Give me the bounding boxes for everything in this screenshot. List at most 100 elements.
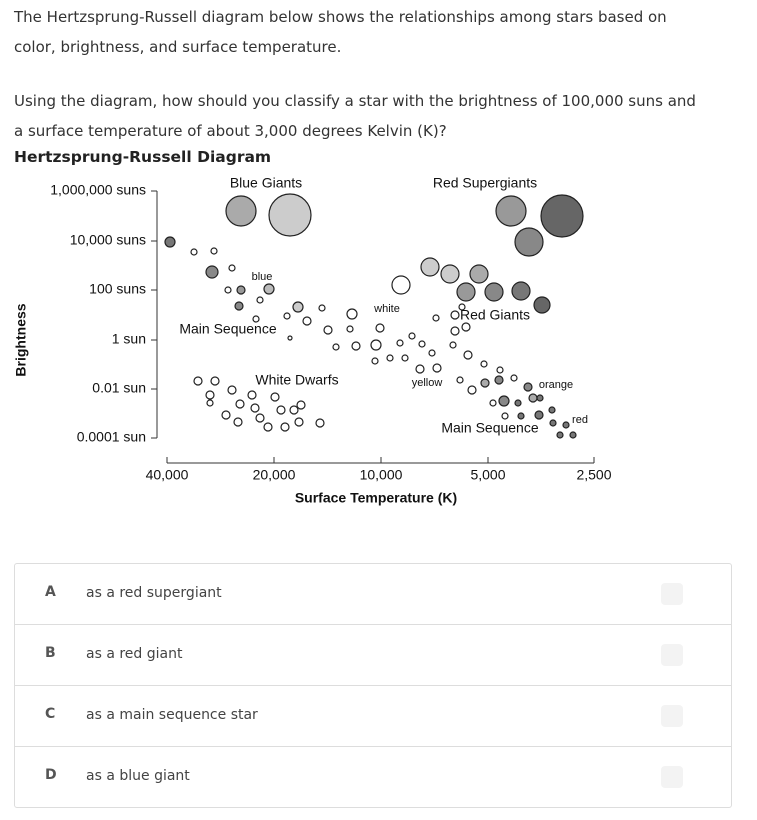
x-tick-label: 20,000 xyxy=(253,467,296,483)
figure-title: Hertzsprung-Russell Diagram xyxy=(14,148,272,166)
star xyxy=(235,399,245,409)
star xyxy=(263,283,275,295)
star xyxy=(548,406,556,414)
star xyxy=(247,390,257,400)
star xyxy=(501,412,509,420)
prompt-text: Using the diagram, how should you classi… xyxy=(14,92,696,140)
star xyxy=(514,399,522,407)
y-tick-label: 1,000,000 suns xyxy=(50,182,146,198)
star xyxy=(408,332,416,340)
star xyxy=(386,354,394,362)
star xyxy=(540,194,584,238)
star xyxy=(228,264,236,272)
star xyxy=(294,417,304,427)
star xyxy=(190,248,198,256)
star xyxy=(221,410,231,420)
option-letter: B xyxy=(45,645,56,661)
option-text: as a red supergiant xyxy=(86,585,222,601)
star xyxy=(370,339,382,351)
star xyxy=(562,421,570,429)
star xyxy=(205,390,215,400)
star xyxy=(458,303,466,311)
star xyxy=(296,400,306,410)
option-checkbox[interactable] xyxy=(661,705,683,727)
star xyxy=(375,323,385,333)
star xyxy=(467,385,477,395)
star xyxy=(346,325,354,333)
star xyxy=(456,376,464,384)
option-checkbox[interactable] xyxy=(661,766,683,788)
y-tick-label: 1 sun xyxy=(112,331,146,347)
star xyxy=(534,410,544,420)
star xyxy=(315,418,325,428)
star xyxy=(332,343,340,351)
x-tick-label: 10,000 xyxy=(360,467,403,483)
star xyxy=(225,195,257,227)
option-letter: D xyxy=(45,767,57,783)
star xyxy=(480,360,488,368)
star xyxy=(268,193,312,237)
star xyxy=(511,281,531,301)
star xyxy=(514,227,544,257)
star xyxy=(233,417,243,427)
star xyxy=(287,335,293,341)
x-tick-label: 2,500 xyxy=(576,467,611,483)
star xyxy=(498,395,510,407)
star xyxy=(318,304,326,312)
star xyxy=(415,364,425,374)
star xyxy=(569,431,577,439)
star xyxy=(536,394,544,402)
star xyxy=(533,296,551,314)
star xyxy=(489,399,497,407)
star xyxy=(432,363,442,373)
hr-diagram: Brightness Surface Temperature (K) 1,000… xyxy=(13,175,612,506)
star xyxy=(256,296,264,304)
star xyxy=(210,247,218,255)
option-checkbox[interactable] xyxy=(661,644,683,666)
region-label: orange xyxy=(539,379,573,391)
star xyxy=(280,422,290,432)
star xyxy=(227,385,237,395)
star xyxy=(234,301,244,311)
star xyxy=(292,301,304,313)
star xyxy=(556,431,564,439)
star xyxy=(371,357,379,365)
star xyxy=(480,378,490,388)
y-tick-label: 0.0001 sun xyxy=(77,429,146,445)
region-label: Main Sequence xyxy=(441,420,539,436)
star xyxy=(206,399,214,407)
star xyxy=(484,282,504,302)
option-checkbox[interactable] xyxy=(661,583,683,605)
star xyxy=(252,315,260,323)
option-text: as a red giant xyxy=(86,646,183,662)
star xyxy=(401,354,409,362)
star xyxy=(528,393,538,403)
star xyxy=(289,405,299,415)
star xyxy=(461,322,471,332)
star xyxy=(440,264,460,284)
star xyxy=(396,339,404,347)
option-text: as a main sequence star xyxy=(86,707,258,723)
star xyxy=(323,325,333,335)
star xyxy=(432,314,440,322)
star xyxy=(283,312,291,320)
star xyxy=(428,349,436,357)
option-text: as a blue giant xyxy=(86,768,190,784)
star xyxy=(250,403,260,413)
star xyxy=(418,340,426,348)
star xyxy=(523,382,533,392)
region-label: Blue Giants xyxy=(230,175,302,191)
star xyxy=(456,282,476,302)
star xyxy=(351,341,361,351)
y-tick-label: 0.01 sun xyxy=(92,380,146,396)
star xyxy=(549,419,557,427)
star xyxy=(302,316,312,326)
star xyxy=(255,413,265,423)
star xyxy=(495,195,527,227)
